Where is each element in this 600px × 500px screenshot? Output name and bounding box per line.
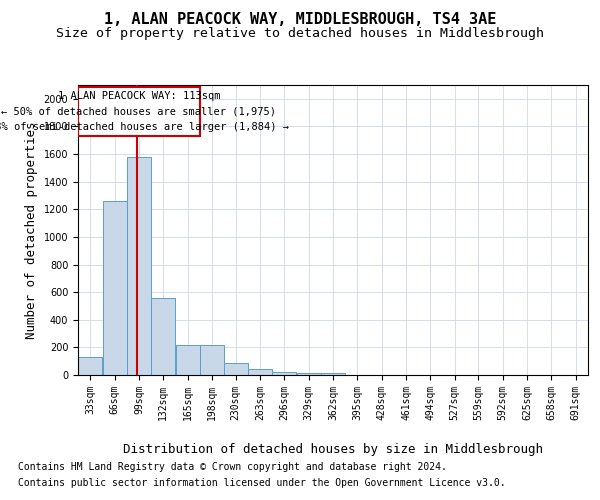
Text: Size of property relative to detached houses in Middlesbrough: Size of property relative to detached ho…	[56, 28, 544, 40]
Text: 1, ALAN PEACOCK WAY, MIDDLESBROUGH, TS4 3AE: 1, ALAN PEACOCK WAY, MIDDLESBROUGH, TS4 …	[104, 12, 496, 28]
Text: 1 ALAN PEACOCK WAY: 113sqm
← 50% of detached houses are smaller (1,975)
48% of s: 1 ALAN PEACOCK WAY: 113sqm ← 50% of deta…	[0, 92, 289, 132]
Bar	[321, 373, 345, 375]
Bar	[127, 157, 151, 375]
Bar	[103, 201, 127, 375]
Bar	[248, 369, 272, 375]
Bar	[151, 298, 175, 375]
Bar	[272, 372, 296, 375]
Text: Contains public sector information licensed under the Open Government Licence v3: Contains public sector information licen…	[18, 478, 506, 488]
Y-axis label: Number of detached properties: Number of detached properties	[25, 121, 38, 339]
Bar	[78, 357, 102, 375]
FancyBboxPatch shape	[78, 87, 200, 136]
Bar	[200, 346, 224, 375]
Bar	[296, 373, 320, 375]
Bar	[224, 362, 248, 375]
Text: Contains HM Land Registry data © Crown copyright and database right 2024.: Contains HM Land Registry data © Crown c…	[18, 462, 447, 472]
Text: Distribution of detached houses by size in Middlesbrough: Distribution of detached houses by size …	[123, 442, 543, 456]
Bar	[176, 346, 200, 375]
